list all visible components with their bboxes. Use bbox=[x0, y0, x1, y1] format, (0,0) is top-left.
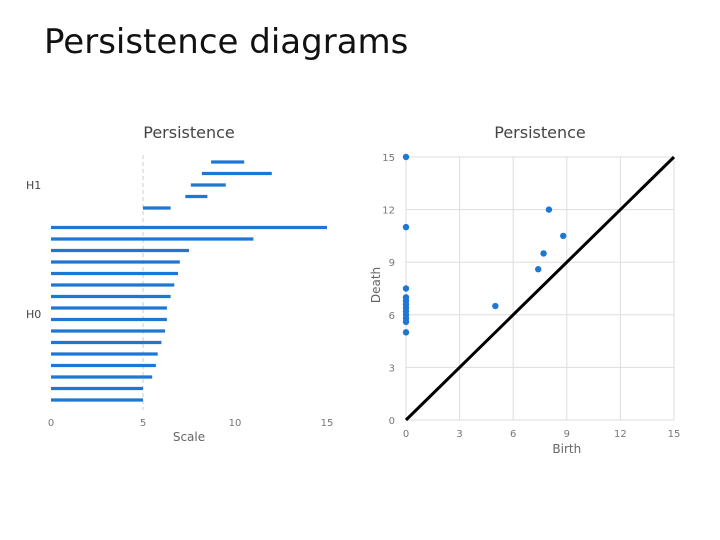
diagram-y-tick: 9 bbox=[389, 258, 395, 269]
diagram-point-0 bbox=[402, 153, 410, 161]
diagram-y-tick: 6 bbox=[389, 311, 395, 322]
diagram-point-11 bbox=[402, 329, 410, 336]
barcode-x-label: Scale bbox=[173, 430, 205, 444]
diagram-y-tick: 15 bbox=[382, 153, 395, 164]
group-label-h0: H0 bbox=[26, 308, 41, 321]
diagram-y-tick: 3 bbox=[389, 363, 395, 374]
diagram-y-label: Death bbox=[369, 267, 383, 303]
diagram-point-15 bbox=[535, 266, 542, 273]
diagram-y-tick: 0 bbox=[389, 416, 395, 427]
group-label-h1: H1 bbox=[26, 179, 41, 192]
diagram-x-tick: 6 bbox=[510, 429, 516, 440]
barcode-chart: Persistence H1 H0 0 5 10 15 Scale bbox=[26, 123, 333, 444]
barcode-title: Persistence bbox=[143, 123, 235, 142]
diagram-x-tick: 0 bbox=[403, 429, 409, 440]
diagram-x-tick: 12 bbox=[614, 429, 627, 440]
barcode-x-tick: 15 bbox=[321, 418, 334, 429]
diagram-point-16 bbox=[492, 302, 499, 310]
barcode-x-tick: 10 bbox=[229, 418, 242, 429]
persistence-diagram-chart: Persistence 0 3 6 9 12 15 0 3 6 9 12 15 Birth Death bbox=[369, 123, 680, 456]
barcode-x-tick: 0 bbox=[48, 418, 54, 429]
diagram-y-tick: 12 bbox=[382, 206, 395, 217]
diagonal-line bbox=[404, 155, 676, 422]
diagram-point-12 bbox=[545, 206, 553, 213]
barcode-x-tick: 5 bbox=[140, 418, 146, 429]
diagram-point-1 bbox=[402, 223, 410, 231]
diagram-x-tick: 9 bbox=[564, 429, 570, 440]
slide-title: Persistence diagrams bbox=[44, 22, 409, 62]
diagram-title: Persistence bbox=[494, 123, 586, 142]
diagram-point-13 bbox=[560, 232, 567, 240]
diagram-point-14 bbox=[540, 250, 547, 257]
diagram-point-2 bbox=[402, 285, 410, 292]
diagram-x-tick: 15 bbox=[668, 429, 681, 440]
diagram-point-10 bbox=[402, 318, 410, 326]
diagram-x-label: Birth bbox=[552, 442, 581, 456]
diagram-x-tick: 3 bbox=[456, 429, 462, 440]
